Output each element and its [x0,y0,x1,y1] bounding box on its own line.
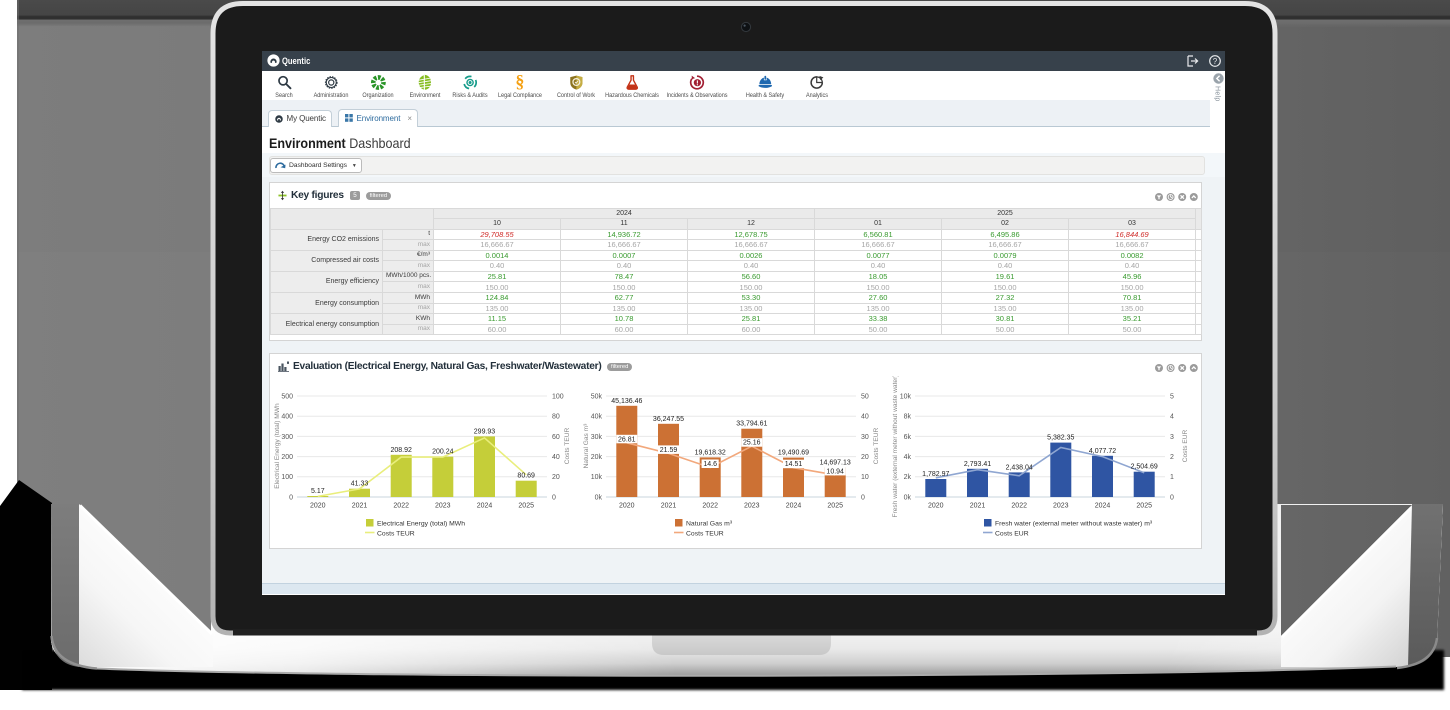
svg-text:§: § [515,73,524,91]
svg-text:5.17: 5.17 [311,488,325,495]
svg-text:3: 3 [1170,434,1174,441]
svg-text:Costs TEUR: Costs TEUR [686,531,724,538]
svg-text:5,382.35: 5,382.35 [1047,435,1074,442]
svg-text:2020: 2020 [928,503,944,510]
svg-text:10k: 10k [900,393,912,400]
svg-text:19,618.32: 19,618.32 [695,449,726,456]
svg-text:100: 100 [281,474,293,481]
svg-text:21.59: 21.59 [660,447,678,454]
svg-text:Electrical Energy (total) MWh: Electrical Energy (total) MWh [377,521,465,528]
svg-text:45,136.46: 45,136.46 [611,398,642,405]
svg-text:10k: 10k [591,474,603,481]
svg-text:4k: 4k [904,454,912,461]
svg-text:0k: 0k [904,494,912,501]
svg-text:40: 40 [552,454,560,461]
svg-text:100: 100 [552,393,564,400]
svg-text:2024: 2024 [786,503,802,510]
svg-text:50: 50 [861,393,869,400]
svg-text:2,793.41: 2,793.41 [964,461,991,468]
svg-text:400: 400 [281,414,293,421]
svg-text:10.94: 10.94 [826,468,844,475]
svg-text:20k: 20k [591,454,603,461]
svg-text:200: 200 [281,454,293,461]
svg-text:?: ? [1213,57,1218,66]
svg-text:19,490.69: 19,490.69 [778,450,809,457]
svg-text:2023: 2023 [435,503,451,510]
svg-text:26.81: 26.81 [618,436,636,443]
svg-text:2022: 2022 [1011,503,1027,510]
svg-text:14.6: 14.6 [703,461,717,468]
svg-text:80: 80 [552,414,560,421]
svg-text:Costs TEUR: Costs TEUR [873,428,880,465]
svg-text:4: 4 [1170,414,1174,421]
svg-text:20: 20 [552,474,560,481]
svg-text:5: 5 [1170,393,1174,400]
svg-text:2023: 2023 [1053,503,1069,510]
svg-text:Costs TEUR: Costs TEUR [564,428,571,465]
svg-text:40k: 40k [591,414,603,421]
svg-text:6k: 6k [904,434,912,441]
svg-text:2022: 2022 [702,503,718,510]
svg-text:60: 60 [552,434,560,441]
svg-text:50k: 50k [591,393,603,400]
svg-text:2021: 2021 [970,503,986,510]
svg-text:14,697.13: 14,697.13 [820,459,851,466]
svg-text:2,438.04: 2,438.04 [1006,464,1033,471]
svg-text:10: 10 [861,474,869,481]
svg-text:1: 1 [1170,474,1174,481]
svg-text:0k: 0k [595,494,603,501]
svg-text:2020: 2020 [310,503,326,510]
svg-text:0: 0 [552,494,556,501]
svg-text:Costs EUR: Costs EUR [995,531,1029,538]
svg-text:30k: 30k [591,434,603,441]
svg-text:1,782.97: 1,782.97 [922,471,949,478]
svg-text:40: 40 [861,414,869,421]
svg-text:2025: 2025 [1136,503,1152,510]
svg-text:Natural Gas m³: Natural Gas m³ [686,521,733,528]
svg-text:25.16: 25.16 [743,440,761,447]
svg-text:36,247.55: 36,247.55 [653,416,684,423]
svg-text:0: 0 [289,494,293,501]
svg-text:2024: 2024 [1095,503,1111,510]
svg-text:299.93: 299.93 [474,428,496,435]
svg-text:Electrical Energy (total) MWh: Electrical Energy (total) MWh [274,403,281,489]
svg-text:2021: 2021 [661,503,677,510]
svg-text:208.92: 208.92 [390,447,412,454]
svg-text:2: 2 [1170,454,1174,461]
svg-text:2025: 2025 [518,503,534,510]
svg-text:20: 20 [861,454,869,461]
svg-text:2,504.69: 2,504.69 [1131,464,1158,471]
svg-text:2021: 2021 [352,503,368,510]
svg-text:Costs TEUR: Costs TEUR [377,531,415,538]
svg-text:4,077.72: 4,077.72 [1089,448,1116,455]
svg-text:Fresh water (external meter wi: Fresh water (external meter without wast… [892,376,899,517]
svg-text:0: 0 [861,494,865,501]
svg-text:30: 30 [861,434,869,441]
svg-text:80.69: 80.69 [517,473,535,480]
svg-text:2024: 2024 [477,503,493,510]
svg-text:14.51: 14.51 [785,461,803,468]
svg-text:8k: 8k [904,414,912,421]
svg-text:2020: 2020 [619,503,635,510]
svg-text:300: 300 [281,434,293,441]
svg-text:Fresh water (external meter wi: Fresh water (external meter without wast… [995,521,1153,528]
svg-text:2025: 2025 [827,503,843,510]
svg-text:500: 500 [281,393,293,400]
svg-text:33,794.61: 33,794.61 [736,421,767,428]
svg-text:Natural Gas m³: Natural Gas m³ [583,423,590,469]
svg-text:2k: 2k [904,474,912,481]
svg-text:2022: 2022 [393,503,409,510]
svg-text:0: 0 [1170,494,1174,501]
svg-text:2023: 2023 [744,503,760,510]
svg-text:200.24: 200.24 [432,449,454,456]
svg-text:41.33: 41.33 [351,481,369,488]
svg-text:Costs EUR: Costs EUR [1182,429,1189,462]
